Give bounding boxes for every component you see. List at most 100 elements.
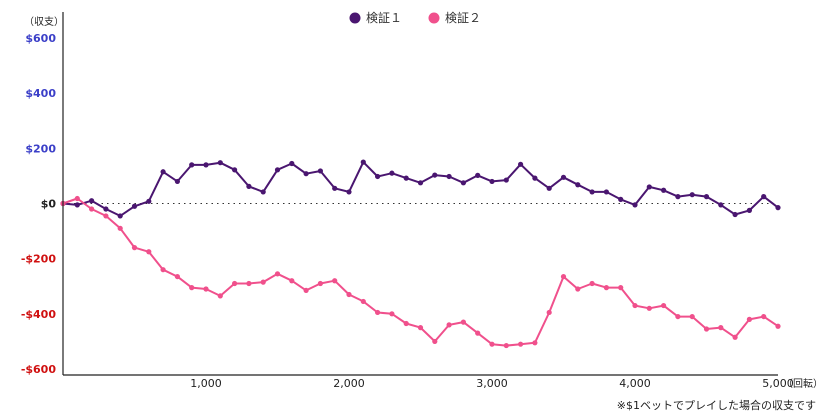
- series-2-point: [274, 271, 281, 277]
- series-1-point: [675, 194, 681, 200]
- series-2-point: [260, 279, 266, 285]
- series-1-point: [260, 189, 266, 195]
- y-tick-label: $400: [25, 87, 56, 100]
- y-tick-label: -$200: [21, 253, 57, 266]
- series-points: [60, 159, 781, 349]
- series-1-point: [775, 205, 781, 211]
- series-1-point: [575, 182, 581, 188]
- series-2-point: [403, 320, 409, 327]
- series-2-point: [131, 245, 138, 251]
- series-2-point: [732, 334, 738, 340]
- series-2-point: [217, 293, 223, 299]
- series-2-point: [332, 278, 338, 284]
- series-1-point: [518, 161, 524, 167]
- series-2-point: [460, 319, 466, 325]
- series-1-point: [503, 177, 509, 183]
- series-1-point: [489, 178, 495, 185]
- series-2-point: [103, 213, 109, 219]
- series-lines: [62, 161, 779, 347]
- series-line-2: [62, 197, 779, 347]
- series-1-point: [589, 189, 595, 195]
- series-2-point: [718, 325, 724, 331]
- series-2-point: [761, 313, 767, 320]
- series-1-point: [203, 162, 209, 168]
- y-tick-label: $200: [25, 142, 56, 155]
- series-1-point: [217, 160, 223, 166]
- series-1-point: [475, 172, 481, 178]
- y-tick-labels: $600 $400 $200 $0 -$200 -$400 -$600: [21, 32, 57, 376]
- series-2-point: [160, 267, 166, 273]
- series-1-point: [460, 180, 466, 186]
- series-1-point: [446, 173, 452, 180]
- series-2-point: [89, 206, 95, 212]
- series-2-point: [432, 338, 438, 345]
- series-2-point: [289, 278, 295, 284]
- series-2-point: [203, 286, 209, 292]
- series-2-point: [675, 313, 681, 320]
- series-2-point: [775, 323, 781, 329]
- series-1-point: [246, 183, 252, 189]
- series-1-point: [632, 202, 638, 208]
- y-tick-label: -$400: [21, 308, 57, 321]
- series-1-point: [346, 189, 352, 195]
- series-1-point: [332, 185, 338, 191]
- x-tick-label: 1,000: [190, 377, 222, 390]
- series-2-point: [575, 286, 581, 292]
- series-2-point: [375, 309, 381, 316]
- series-1-point: [546, 185, 552, 191]
- series-1-point: [389, 170, 395, 176]
- series-1-point: [432, 172, 438, 178]
- series-1-point: [303, 171, 309, 177]
- series-1-point: [131, 203, 138, 209]
- y-axis-label: （収支）: [24, 16, 64, 28]
- series-2-point: [360, 298, 366, 305]
- series-1-point: [289, 160, 295, 167]
- series-2-point: [446, 322, 452, 328]
- series-2-point: [303, 287, 309, 293]
- series-1-point: [689, 192, 695, 198]
- series-1-point: [646, 184, 652, 190]
- series-1-point: [703, 194, 710, 200]
- series-1-point: [89, 198, 95, 204]
- series-2-point: [189, 285, 195, 291]
- series-1-point: [274, 167, 281, 173]
- series-1-point: [560, 174, 567, 180]
- series-2-point: [746, 316, 753, 322]
- series-1-point: [417, 180, 424, 186]
- legend: 検証１ 検証２: [349, 11, 481, 25]
- x-tick-labels: 1,000 2,000 3,000 4,000 5,000: [190, 377, 794, 390]
- series-2-point: [503, 342, 509, 349]
- legend-label-1: 検証１: [366, 11, 402, 25]
- series-1-point: [661, 187, 667, 193]
- series-1-point: [174, 178, 180, 185]
- series-1-point: [403, 175, 409, 181]
- series-2-point: [117, 225, 123, 231]
- series-2-point: [489, 341, 495, 347]
- series-2-point: [560, 273, 567, 280]
- series-1-point: [746, 207, 753, 213]
- series-2-point: [232, 280, 238, 287]
- series-2-point: [389, 311, 395, 317]
- series-2-point: [346, 291, 352, 298]
- y-tick-label: $0: [41, 198, 57, 211]
- series-1-point: [74, 202, 80, 208]
- series-2-point: [475, 330, 481, 336]
- legend-marker-1: [349, 12, 361, 24]
- series-1-point: [618, 196, 624, 202]
- series-1-point: [603, 189, 610, 195]
- series-2-point: [546, 309, 552, 316]
- series-1-point: [189, 162, 195, 168]
- series-1-point: [146, 198, 152, 204]
- series-2-point: [174, 273, 180, 280]
- series-2-point: [518, 341, 524, 347]
- series-2-point: [632, 302, 638, 309]
- series-1-point: [732, 211, 738, 218]
- y-tick-label: -$600: [21, 363, 57, 376]
- series-line-1: [62, 161, 779, 217]
- series-1-point: [232, 167, 238, 173]
- legend-label-2: 検証２: [445, 11, 481, 25]
- x-tick-label: 5,000: [762, 377, 794, 390]
- series-1-point: [360, 159, 366, 165]
- series-2-point: [417, 325, 424, 331]
